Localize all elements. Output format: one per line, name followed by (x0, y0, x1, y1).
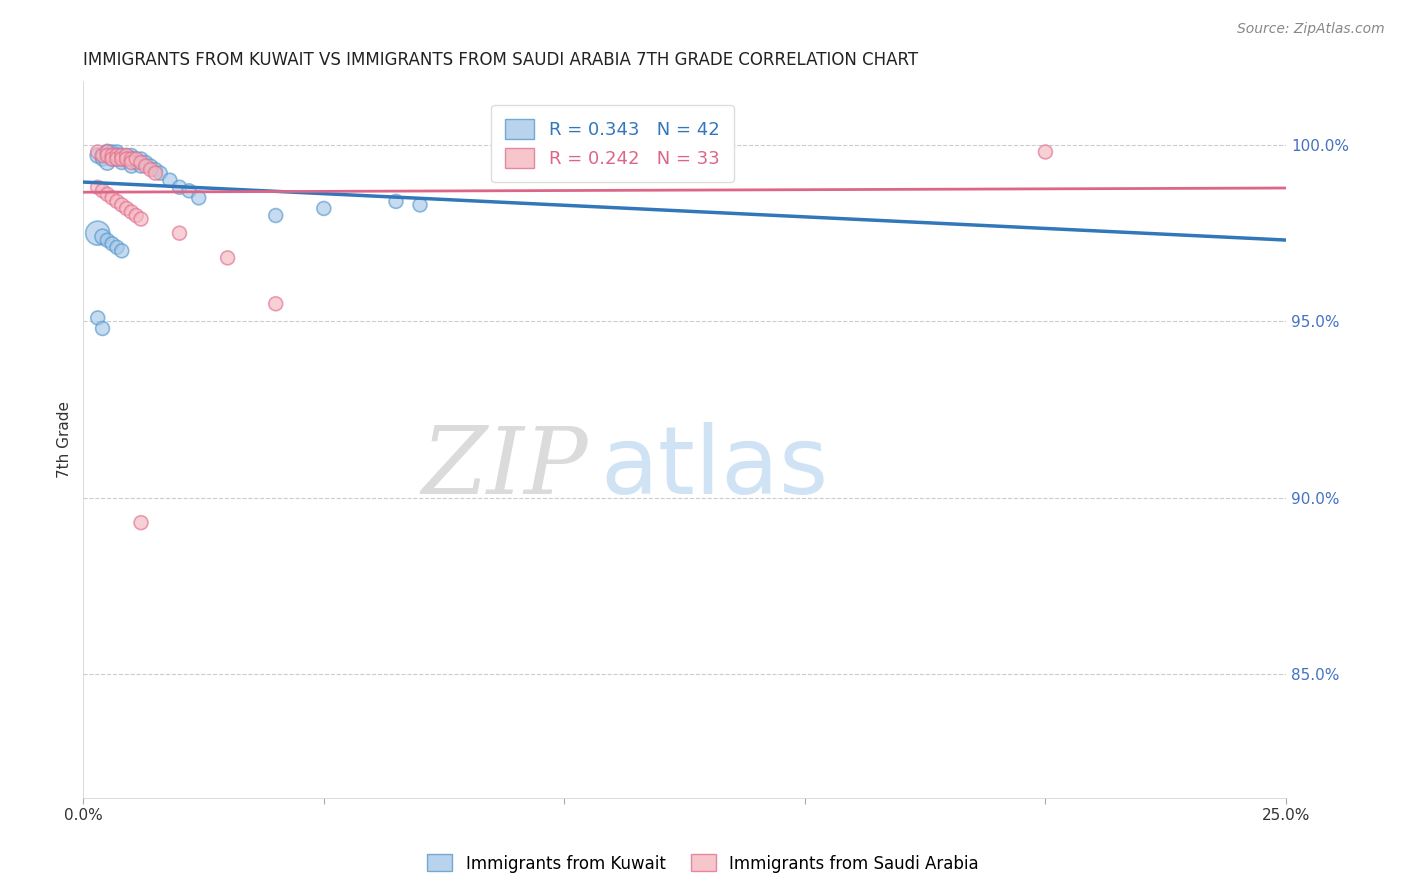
Point (101, 191, 124, 205)
Point (96, 148, 118, 162)
Point (105, 145, 128, 159)
Point (101, 148, 124, 162)
Point (111, 198, 134, 212)
Point (105, 148, 128, 162)
Point (145, 162, 167, 177)
Text: ZIP: ZIP (422, 424, 589, 514)
Y-axis label: 7th Grade: 7th Grade (58, 401, 72, 478)
Point (120, 159, 142, 173)
Point (96, 145, 118, 159)
Point (87, 226, 110, 240)
Point (101, 152, 124, 166)
Point (169, 180, 191, 194)
Point (217, 251, 239, 265)
Point (111, 152, 134, 166)
Point (96, 148, 118, 162)
Point (115, 148, 138, 162)
Point (111, 148, 134, 162)
Point (264, 297, 287, 311)
Point (96, 187, 118, 202)
Point (312, 202, 335, 216)
Point (105, 152, 128, 166)
Legend: Immigrants from Kuwait, Immigrants from Saudi Arabia: Immigrants from Kuwait, Immigrants from … (420, 847, 986, 880)
Point (115, 202, 138, 216)
Point (129, 159, 152, 173)
Point (105, 148, 128, 162)
Text: Source: ZipAtlas.com: Source: ZipAtlas.com (1237, 22, 1385, 37)
Point (120, 152, 142, 166)
Point (139, 159, 162, 173)
Point (120, 155, 142, 169)
Point (101, 148, 124, 162)
Point (179, 184, 201, 198)
Text: IMMIGRANTS FROM KUWAIT VS IMMIGRANTS FROM SAUDI ARABIA 7TH GRADE CORRELATION CHA: IMMIGRANTS FROM KUWAIT VS IMMIGRANTS FRO… (83, 51, 918, 69)
Point (125, 155, 148, 169)
Point (1035, 145, 1057, 159)
Point (264, 209, 287, 223)
Point (105, 152, 128, 166)
Point (111, 244, 134, 258)
Point (187, 191, 209, 205)
Point (409, 198, 432, 212)
Point (129, 516, 152, 530)
Point (120, 152, 142, 166)
Point (91, 152, 114, 166)
Point (87, 145, 110, 159)
Point (159, 173, 181, 187)
Point (96, 233, 118, 247)
Point (101, 152, 124, 166)
Point (105, 240, 128, 254)
Point (125, 152, 148, 166)
Point (105, 194, 128, 209)
Point (96, 155, 118, 169)
Point (145, 166, 167, 180)
Point (129, 152, 152, 166)
Point (120, 205, 142, 219)
Point (101, 236, 124, 251)
Point (125, 209, 148, 223)
Point (111, 152, 134, 166)
Text: atlas: atlas (600, 423, 828, 515)
Point (91, 148, 114, 162)
Point (87, 310, 110, 325)
Point (115, 148, 138, 162)
Point (111, 155, 134, 169)
Legend: R = 0.343   N = 42, R = 0.242   N = 33: R = 0.343 N = 42, R = 0.242 N = 33 (491, 104, 734, 182)
Point (91, 148, 114, 162)
Point (96, 145, 118, 159)
Point (169, 226, 191, 240)
Point (129, 212, 152, 227)
Point (87, 148, 110, 162)
Point (115, 152, 138, 166)
Point (91, 184, 114, 198)
Point (385, 194, 408, 209)
Point (149, 166, 172, 180)
Point (120, 148, 142, 162)
Point (115, 152, 138, 166)
Point (91, 229, 114, 244)
Point (87, 180, 110, 194)
Point (111, 148, 134, 162)
Point (135, 155, 157, 169)
Point (125, 152, 148, 166)
Point (139, 162, 162, 177)
Point (101, 145, 124, 159)
Point (135, 159, 157, 173)
Point (129, 155, 152, 169)
Point (91, 321, 114, 335)
